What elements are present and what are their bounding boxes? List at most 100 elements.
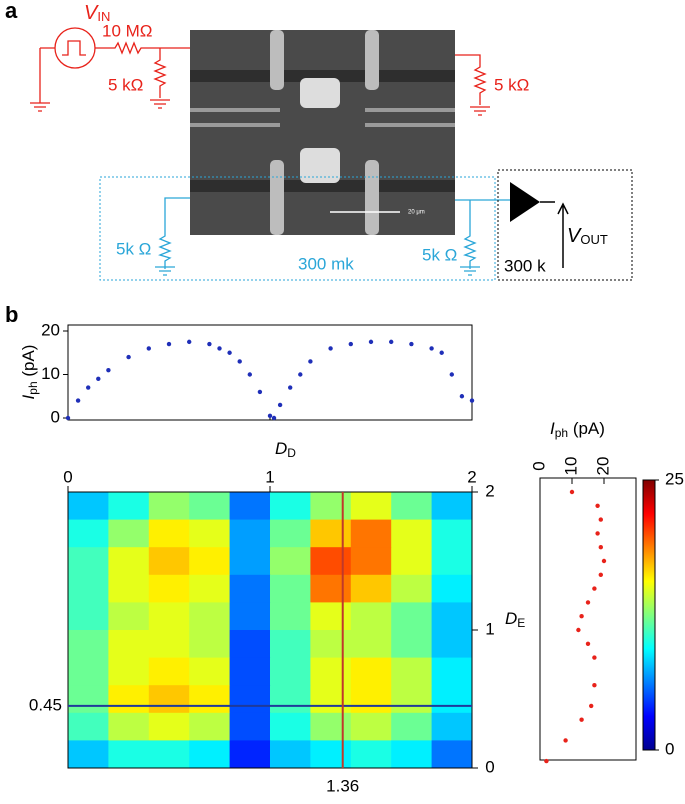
cryostat-box: [99, 176, 496, 281]
heatmap-cell: [229, 657, 271, 686]
heatmap-cell: [350, 602, 392, 631]
vin-label: VIN: [84, 2, 110, 24]
x-tick-label: 10: [561, 457, 580, 476]
heatmap-cell: [148, 602, 190, 631]
heatmap-cell: [431, 519, 473, 548]
v-cut-label: 1.36: [326, 776, 359, 795]
data-point: [592, 683, 597, 688]
data-point: [592, 655, 597, 660]
heatmap-cell: [189, 685, 231, 714]
data-point: [271, 415, 277, 421]
subscript: E: [517, 616, 525, 630]
heatmap-cell: [350, 519, 392, 548]
heatmap-cell: [229, 712, 271, 741]
symbol: D: [275, 439, 287, 458]
heatmap-cell: [68, 740, 109, 769]
heatmap-cell: [148, 657, 190, 686]
data-point: [187, 339, 192, 345]
heatmap-cell: [310, 740, 352, 769]
h-cut-label: 0.45: [29, 695, 62, 714]
data-point: [592, 586, 597, 591]
resistor-label: 5 kΩ: [108, 75, 143, 94]
heatmap-cell: [391, 519, 433, 548]
heatmap-cell: [108, 712, 150, 741]
heatmap-cell: [310, 712, 352, 741]
data-point: [298, 372, 303, 377]
unit: (pA): [19, 345, 38, 382]
data-point: [328, 346, 333, 351]
data-point: [595, 531, 600, 536]
heatmap-cell: [350, 630, 392, 659]
heatmap-cell: [391, 602, 433, 631]
heatmap-cell: [350, 712, 392, 741]
heatmap-cell: [431, 740, 473, 769]
data-point: [267, 413, 273, 419]
heatmap-cell: [431, 492, 473, 521]
axis-label: Iph (pA): [550, 419, 605, 440]
data-point: [576, 627, 581, 633]
heatmap-cell: [148, 630, 190, 659]
heatmap-cell: [189, 740, 231, 769]
heatmap-cell: [229, 547, 271, 576]
temperature-label: 300 mk: [298, 254, 354, 273]
data-point: [217, 346, 222, 351]
axis-label: Iph (pA): [19, 345, 40, 400]
data-point: [589, 703, 594, 709]
data-point: [579, 717, 584, 722]
heatmap-cell: [68, 630, 109, 659]
heatmap-cell: [68, 492, 109, 521]
heatmap-cell: [431, 685, 473, 714]
data-point: [569, 489, 575, 495]
panel-label: a: [5, 0, 18, 23]
data-point: [237, 359, 242, 364]
data-point: [389, 339, 394, 345]
heatmap-cell: [350, 740, 392, 769]
heatmap-cell: [431, 657, 473, 686]
heatmap-cell: [431, 712, 473, 741]
heatmap-cell: [310, 574, 352, 603]
amplifier-box: [497, 169, 633, 281]
heatmap-cell: [189, 630, 231, 659]
heatmap-cell: [350, 574, 392, 603]
heatmap-cell: [189, 712, 231, 741]
heatmap-cell: [270, 574, 311, 603]
heatmap-cell: [270, 685, 311, 714]
heatmap-cell: [189, 602, 231, 631]
data-point: [544, 758, 549, 764]
colorbar-label: 25: [665, 469, 684, 488]
data-point: [166, 341, 172, 347]
data-point: [227, 350, 232, 355]
heatmap-cell: [229, 492, 271, 521]
plot-frame: [539, 477, 637, 761]
data-point: [409, 341, 414, 347]
heatmap-cell: [68, 602, 109, 631]
data-point: [308, 359, 313, 364]
data-point: [65, 415, 71, 421]
subscript: OUT: [580, 232, 608, 247]
data-point: [429, 346, 434, 351]
data-point: [86, 385, 91, 390]
heatmap-cell: [108, 657, 150, 686]
heatmap-cell: [68, 574, 109, 603]
vout-label: VOUT: [567, 225, 608, 247]
heatmap-cell: [391, 547, 433, 576]
input-circuit: [30, 27, 490, 116]
heatmap-cell: [310, 547, 352, 576]
heatmap-cell: [68, 519, 109, 548]
heatmap-cell: [270, 519, 311, 548]
heatmap-cell: [270, 712, 311, 741]
panel-label: b: [5, 302, 18, 327]
heatmap-cell: [431, 630, 473, 659]
data-point: [598, 545, 603, 550]
heatmap-cell: [310, 492, 352, 521]
data-point: [585, 600, 591, 605]
data-point: [579, 614, 584, 619]
gain-label: 300 k: [504, 256, 546, 275]
heatmap-cell: [68, 685, 109, 714]
data-point: [598, 517, 603, 522]
heatmap-cell: [431, 574, 473, 603]
heatmap-cell: [108, 492, 150, 521]
heatmap-cell: [350, 657, 392, 686]
heatmap-cell: [310, 519, 352, 548]
